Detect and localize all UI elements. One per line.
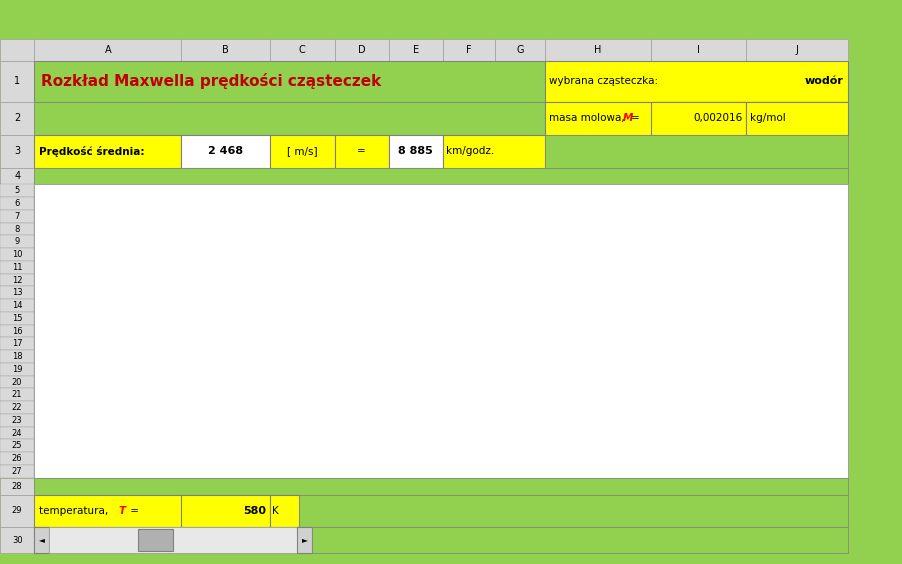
Text: 14: 14 bbox=[12, 301, 23, 310]
Text: 9: 9 bbox=[14, 237, 20, 246]
Text: [ m/s]: [ m/s] bbox=[287, 146, 318, 156]
Text: wodór: wodór bbox=[805, 77, 843, 86]
Text: 2: 2 bbox=[14, 113, 20, 124]
Text: Prędkość średnia:: Prędkość średnia: bbox=[39, 146, 144, 157]
Text: T: T bbox=[118, 506, 125, 516]
Text: 26: 26 bbox=[12, 454, 23, 463]
Text: 21: 21 bbox=[12, 390, 23, 399]
Text: A: A bbox=[105, 45, 111, 55]
Text: 1: 1 bbox=[14, 77, 20, 86]
Text: 15: 15 bbox=[12, 314, 23, 323]
Text: kg/mol: kg/mol bbox=[750, 113, 787, 124]
Text: 23: 23 bbox=[12, 416, 23, 425]
Text: 25: 25 bbox=[12, 441, 23, 450]
Text: km/godz.: km/godz. bbox=[446, 146, 493, 156]
Text: 16: 16 bbox=[12, 327, 23, 336]
Text: D: D bbox=[358, 45, 365, 55]
Text: 27: 27 bbox=[12, 467, 23, 476]
Text: Rozkład Maxwella prędkości cząsteczek: Rozkład Maxwella prędkości cząsteczek bbox=[41, 73, 381, 90]
Text: 4: 4 bbox=[14, 171, 20, 181]
Text: 12: 12 bbox=[12, 276, 23, 285]
Text: K: K bbox=[272, 506, 279, 516]
Text: F: F bbox=[466, 45, 472, 55]
Text: H: H bbox=[594, 45, 602, 55]
Text: 24: 24 bbox=[12, 429, 23, 438]
Text: 20: 20 bbox=[12, 377, 23, 386]
Text: 8 885: 8 885 bbox=[399, 146, 433, 156]
Text: E: E bbox=[413, 45, 419, 55]
Text: =: = bbox=[631, 113, 640, 124]
Title: F(V) - rozkład  bezwzględnej wartości prędkości: F(V) - rozkład bezwzględnej wartości prę… bbox=[263, 194, 659, 210]
Text: 22: 22 bbox=[12, 403, 23, 412]
Text: I: I bbox=[697, 45, 700, 55]
Text: 19: 19 bbox=[12, 365, 23, 374]
Text: =: = bbox=[127, 506, 139, 516]
Text: 11: 11 bbox=[12, 263, 23, 272]
Text: 18: 18 bbox=[12, 352, 23, 361]
Text: 28: 28 bbox=[12, 482, 23, 491]
X-axis label: prędkość cząsteczek, m/s: prędkość cząsteczek, m/s bbox=[386, 472, 537, 484]
Text: temperatura,: temperatura, bbox=[39, 506, 111, 516]
Text: 13: 13 bbox=[12, 288, 23, 297]
Text: =: = bbox=[357, 146, 366, 156]
Text: 0,002016: 0,002016 bbox=[693, 113, 742, 124]
Text: 3: 3 bbox=[14, 146, 20, 156]
Text: 29: 29 bbox=[12, 506, 23, 515]
Text: 7: 7 bbox=[14, 212, 20, 221]
Text: 580: 580 bbox=[244, 506, 266, 516]
Text: 30: 30 bbox=[12, 536, 23, 544]
Text: 17: 17 bbox=[12, 340, 23, 349]
Text: masa molowa,: masa molowa, bbox=[549, 113, 629, 124]
Text: 6: 6 bbox=[14, 199, 20, 208]
Text: ◄: ◄ bbox=[39, 536, 44, 544]
Text: ►: ► bbox=[302, 536, 308, 544]
Text: 2 468: 2 468 bbox=[208, 146, 243, 156]
Text: G: G bbox=[516, 45, 524, 55]
Text: M: M bbox=[622, 113, 633, 124]
Text: C: C bbox=[299, 45, 306, 55]
Text: B: B bbox=[222, 45, 229, 55]
Y-axis label: F(v): F(v) bbox=[18, 321, 32, 344]
Text: 8: 8 bbox=[14, 224, 20, 233]
Text: 10: 10 bbox=[12, 250, 23, 259]
Text: wybrana cząsteczka:: wybrana cząsteczka: bbox=[549, 77, 658, 86]
Text: J: J bbox=[796, 45, 798, 55]
Text: 5: 5 bbox=[14, 186, 20, 195]
